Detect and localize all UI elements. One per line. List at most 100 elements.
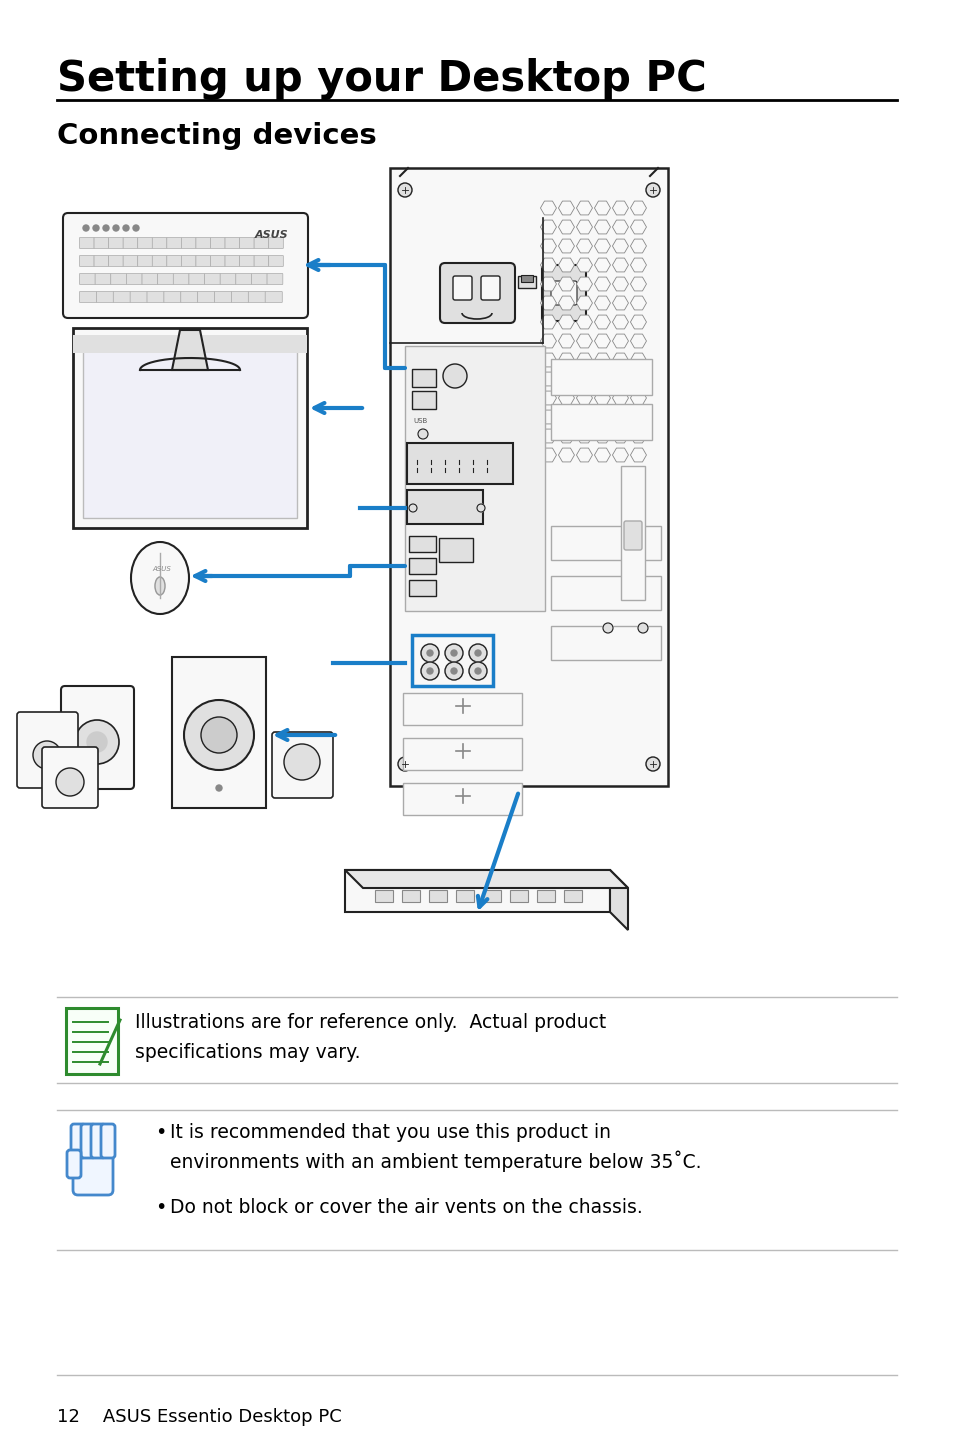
Circle shape <box>469 661 486 680</box>
Polygon shape <box>594 296 610 311</box>
Polygon shape <box>594 391 610 406</box>
FancyBboxPatch shape <box>510 890 527 902</box>
Polygon shape <box>630 410 646 424</box>
Polygon shape <box>540 220 556 234</box>
Polygon shape <box>576 429 592 443</box>
FancyBboxPatch shape <box>453 276 472 301</box>
Polygon shape <box>594 278 610 290</box>
FancyBboxPatch shape <box>113 292 131 302</box>
Circle shape <box>417 429 428 439</box>
FancyBboxPatch shape <box>482 890 500 902</box>
FancyBboxPatch shape <box>550 404 652 440</box>
Polygon shape <box>516 375 530 388</box>
Polygon shape <box>516 452 530 464</box>
FancyBboxPatch shape <box>195 256 211 266</box>
Polygon shape <box>516 433 530 446</box>
FancyBboxPatch shape <box>550 577 659 610</box>
Polygon shape <box>461 357 476 370</box>
FancyBboxPatch shape <box>623 521 641 549</box>
Polygon shape <box>443 357 457 370</box>
FancyBboxPatch shape <box>456 890 474 902</box>
Polygon shape <box>558 410 574 424</box>
Circle shape <box>442 364 467 388</box>
Polygon shape <box>594 410 610 424</box>
Polygon shape <box>609 870 627 930</box>
FancyBboxPatch shape <box>620 466 644 600</box>
FancyBboxPatch shape <box>189 273 205 285</box>
FancyBboxPatch shape <box>71 1125 85 1158</box>
FancyBboxPatch shape <box>412 636 493 686</box>
Polygon shape <box>408 357 421 370</box>
FancyBboxPatch shape <box>79 256 94 266</box>
Circle shape <box>56 768 84 797</box>
Polygon shape <box>576 239 592 253</box>
FancyBboxPatch shape <box>109 256 123 266</box>
FancyBboxPatch shape <box>551 280 577 305</box>
FancyBboxPatch shape <box>214 292 232 302</box>
Polygon shape <box>426 357 439 370</box>
Polygon shape <box>443 375 457 388</box>
Polygon shape <box>558 315 574 329</box>
Circle shape <box>75 720 119 764</box>
Polygon shape <box>408 395 421 407</box>
Polygon shape <box>461 452 476 464</box>
Polygon shape <box>576 201 592 214</box>
Circle shape <box>184 700 253 769</box>
Polygon shape <box>576 449 592 462</box>
Polygon shape <box>612 449 628 462</box>
Circle shape <box>451 650 456 656</box>
Polygon shape <box>516 414 530 426</box>
FancyBboxPatch shape <box>541 265 585 321</box>
Circle shape <box>112 224 119 232</box>
FancyBboxPatch shape <box>126 273 142 285</box>
Polygon shape <box>540 239 556 253</box>
FancyBboxPatch shape <box>67 1150 81 1178</box>
Polygon shape <box>612 429 628 443</box>
Text: specifications may vary.: specifications may vary. <box>135 1043 360 1063</box>
Polygon shape <box>594 354 610 367</box>
FancyBboxPatch shape <box>211 256 225 266</box>
FancyBboxPatch shape <box>253 237 269 249</box>
Circle shape <box>397 756 412 771</box>
Polygon shape <box>558 334 574 348</box>
Polygon shape <box>461 375 476 388</box>
FancyBboxPatch shape <box>412 370 436 387</box>
Polygon shape <box>594 429 610 443</box>
FancyBboxPatch shape <box>211 237 225 249</box>
FancyBboxPatch shape <box>225 237 239 249</box>
FancyBboxPatch shape <box>409 536 436 552</box>
Polygon shape <box>479 452 494 464</box>
FancyBboxPatch shape <box>94 237 109 249</box>
Polygon shape <box>630 201 646 214</box>
Circle shape <box>444 644 462 661</box>
Circle shape <box>469 644 486 661</box>
Ellipse shape <box>131 542 189 614</box>
Polygon shape <box>497 452 512 464</box>
Text: environments with an ambient temperature below 35˚C.: environments with an ambient temperature… <box>170 1150 700 1172</box>
Polygon shape <box>497 357 512 370</box>
Polygon shape <box>594 220 610 234</box>
FancyBboxPatch shape <box>79 273 95 285</box>
FancyBboxPatch shape <box>407 490 482 523</box>
Polygon shape <box>576 315 592 329</box>
Circle shape <box>427 650 433 656</box>
FancyBboxPatch shape <box>66 1008 118 1074</box>
FancyBboxPatch shape <box>265 292 282 302</box>
Polygon shape <box>612 220 628 234</box>
Polygon shape <box>594 257 610 272</box>
Circle shape <box>215 785 222 791</box>
Polygon shape <box>497 433 512 446</box>
Polygon shape <box>630 296 646 311</box>
FancyBboxPatch shape <box>137 256 152 266</box>
Polygon shape <box>558 391 574 406</box>
FancyBboxPatch shape <box>409 558 436 574</box>
Circle shape <box>638 623 647 633</box>
FancyBboxPatch shape <box>173 273 189 285</box>
FancyBboxPatch shape <box>152 256 167 266</box>
FancyBboxPatch shape <box>157 273 173 285</box>
Polygon shape <box>172 329 208 370</box>
Circle shape <box>83 224 89 232</box>
FancyBboxPatch shape <box>402 738 521 769</box>
Polygon shape <box>558 296 574 311</box>
Polygon shape <box>540 201 556 214</box>
